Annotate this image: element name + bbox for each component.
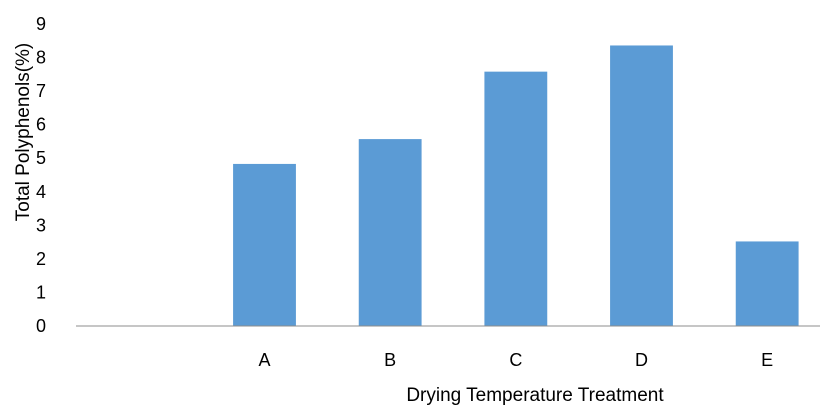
y-tick-label: 8: [36, 48, 46, 68]
y-tick-label: 6: [36, 115, 46, 135]
y-tick-label: 3: [36, 215, 46, 235]
y-tick-label: 7: [36, 81, 46, 101]
x-axis: A B C D E: [258, 350, 773, 370]
y-axis-title: Total Polyphenols(%): [13, 43, 34, 221]
x-tick-label: D: [635, 350, 648, 370]
y-tick-label: 5: [36, 148, 46, 168]
x-tick-label: B: [384, 350, 396, 370]
y-tick-label: 2: [36, 249, 46, 269]
x-tick-label: E: [761, 350, 773, 370]
x-tick-label: C: [509, 350, 522, 370]
y-tick-label: 1: [36, 282, 46, 302]
bar-C: [484, 71, 548, 326]
x-axis-title: Drying Temperature Treatment: [406, 385, 664, 406]
bar-B: [358, 139, 422, 326]
x-tick-label: A: [258, 350, 270, 370]
bars: [233, 45, 799, 326]
bar-D: [610, 45, 673, 326]
y-tick-label: 4: [36, 182, 46, 202]
y-tick-label: 0: [36, 316, 46, 336]
bar-A: [233, 163, 296, 326]
y-tick-label: 9: [36, 14, 46, 34]
bar-E: [735, 241, 799, 326]
y-axis: 0 1 2 3 4 5 6 7 8 9: [36, 14, 46, 336]
